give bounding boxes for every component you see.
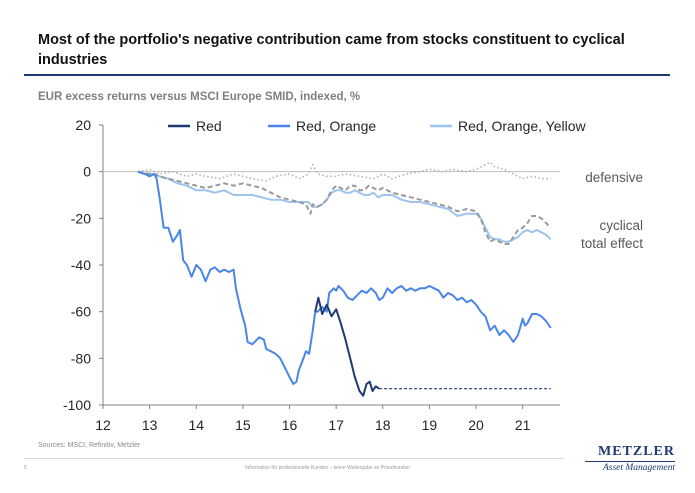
x-tick-label: 21 — [515, 417, 531, 433]
y-tick-label: -100 — [63, 397, 91, 413]
annotation-label: total effect — [581, 236, 643, 251]
chart-annotations: defensive cyclical total effect — [581, 170, 643, 251]
metzler-logo: METZLER Asset Management — [575, 444, 675, 474]
legend-label: Red, Orange, Yellow — [458, 118, 587, 134]
chart-subtitle: EUR excess returns versus MSCI Europe SM… — [38, 91, 361, 103]
page-number: 5 — [24, 465, 27, 471]
y-tick-label: -60 — [71, 304, 91, 320]
x-tick-label: 14 — [188, 417, 204, 433]
chart-title: Most of the portfolio's negative contrib… — [38, 32, 625, 68]
series-line-red-orange — [137, 170, 552, 385]
logo-divider — [585, 461, 675, 462]
series-line-red-orange-yellow — [137, 170, 552, 243]
y-tick-label: 20 — [75, 117, 91, 133]
x-tick-label: 15 — [235, 417, 251, 433]
y-tick-label: 0 — [83, 164, 91, 180]
source-note: Sources: MSCI, Refinitiv, Metzler — [38, 442, 141, 449]
series-line-red — [314, 296, 380, 397]
chart-legend: Red Red, Orange Red, Orange, Yellow — [168, 118, 587, 134]
x-tick-label: 12 — [95, 417, 111, 433]
x-tick-label: 18 — [375, 417, 391, 433]
logo-subtitle: Asset Management — [602, 463, 675, 473]
series-line-total-effect — [137, 170, 552, 245]
footer-divider — [24, 458, 564, 459]
y-tick-label: -40 — [71, 257, 91, 273]
y-tick-label: -80 — [71, 350, 91, 366]
y-tick-label: -20 — [71, 210, 91, 226]
logo-name: METZLER — [597, 444, 675, 459]
x-tick-label: 20 — [468, 417, 484, 433]
footer-disclaimer: Information für professionelle Kunden – … — [245, 465, 411, 471]
annotation-label: defensive — [585, 170, 643, 185]
x-tick-label: 17 — [328, 417, 344, 433]
legend-label: Red — [196, 118, 222, 134]
series-line-defensive — [137, 161, 551, 182]
annotation-label: cyclical — [599, 218, 643, 233]
legend-label: Red, Orange — [296, 118, 376, 134]
x-tick-label: 16 — [282, 417, 298, 433]
x-tick-label: 13 — [142, 417, 158, 433]
chart-series — [137, 161, 552, 397]
title-divider — [24, 74, 670, 76]
x-tick-label: 19 — [422, 417, 438, 433]
